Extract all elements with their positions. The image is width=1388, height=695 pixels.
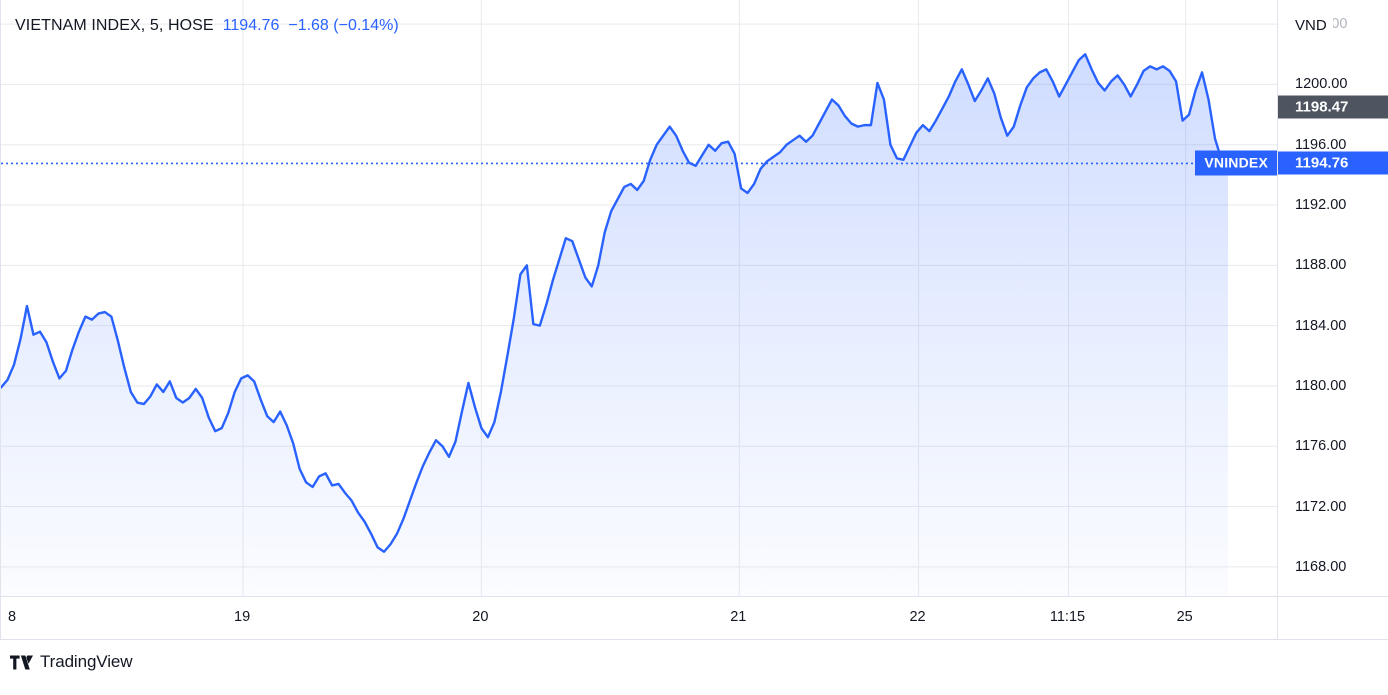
- time-scale-left-border: [0, 597, 1, 640]
- time-tick: 22: [909, 609, 926, 625]
- price-tick: 1188.00: [1295, 257, 1347, 274]
- tradingview-logo-icon: [10, 654, 33, 670]
- price-tick: 1168.00: [1295, 558, 1347, 575]
- chart-legend: VIETNAM INDEX, 5, HOSE 1194.76 −1.68 (−0…: [15, 17, 399, 35]
- currency-label: VND: [1295, 17, 1333, 34]
- legend-symbol[interactable]: VIETNAM INDEX, 5, HOSE: [15, 17, 214, 34]
- price-tick: 1180.00: [1295, 377, 1347, 394]
- tradingview-wordmark: TradingView: [40, 652, 133, 671]
- price-tick: 1200.00: [1295, 76, 1348, 93]
- time-scale-divider: [1277, 597, 1278, 640]
- price-tick: 1196.00: [1295, 136, 1347, 153]
- price-tick: 1184.00: [1295, 317, 1347, 334]
- chart-plot-area[interactable]: VIETNAM INDEX, 5, HOSE 1194.76 −1.68 (−0…: [0, 0, 1277, 597]
- legend-change: −1.68 (−0.14%): [288, 17, 399, 34]
- series-name-tag[interactable]: VNINDEX: [1195, 150, 1277, 176]
- tradingview-branding[interactable]: TradingView: [10, 652, 133, 672]
- price-tick: 1172.00: [1295, 498, 1347, 515]
- last-price-badge[interactable]: 1194.76: [1278, 151, 1388, 175]
- price-tick: 1176.00: [1295, 438, 1347, 455]
- price-tick: 1192.00: [1295, 197, 1347, 214]
- previous-close-badge: 1198.47: [1278, 95, 1388, 119]
- area-fill: [1, 54, 1228, 596]
- legend-last-price: 1194.76: [222, 17, 280, 34]
- time-tick: 11:15: [1049, 609, 1086, 625]
- time-tick: 21: [730, 609, 747, 625]
- time-scale[interactable]: 8 19 20 21 22 11:15 25: [0, 597, 1388, 640]
- price-scale[interactable]: VND 1204.001200.001196.001192.001188.001…: [1277, 0, 1388, 597]
- price-line: [1, 53, 1230, 553]
- time-tick: 8: [8, 609, 17, 625]
- price-area-chart: [1, 0, 1277, 596]
- time-tick: 25: [1176, 609, 1193, 625]
- time-tick: 20: [472, 609, 489, 625]
- time-tick: 19: [234, 609, 251, 625]
